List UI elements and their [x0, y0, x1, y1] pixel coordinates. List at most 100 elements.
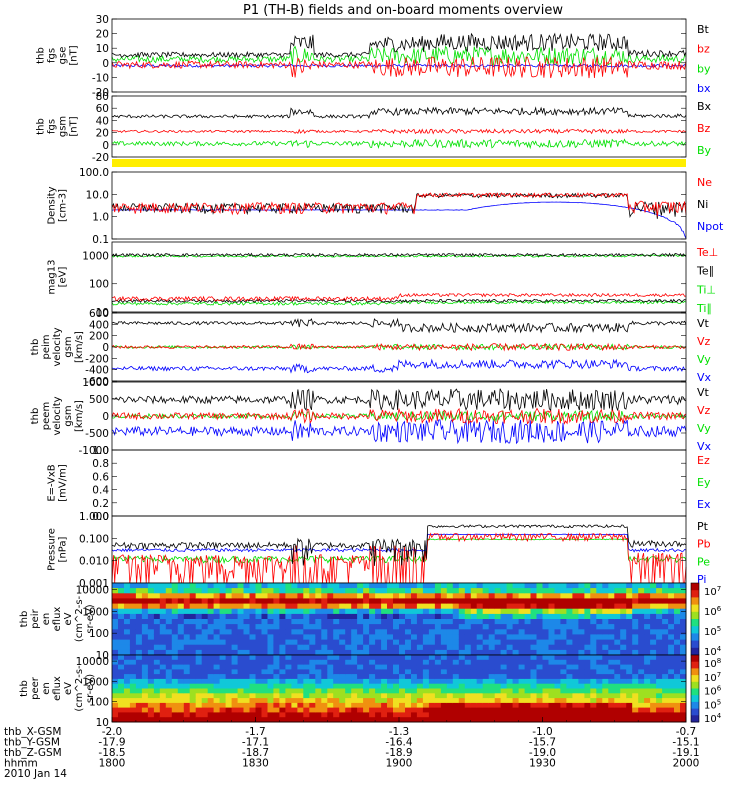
spec-cell [411, 629, 418, 635]
spec-cell [560, 702, 567, 709]
spec-cell [135, 639, 143, 646]
spec-cell [620, 629, 627, 635]
spec-cell [375, 669, 382, 675]
y-tick-label: 0 [102, 58, 109, 70]
spec-cell [512, 649, 520, 656]
spec-cell [339, 588, 346, 594]
spec-cell [614, 619, 621, 625]
legend-label: Ti∥ [696, 302, 712, 315]
spec-cell [428, 603, 436, 610]
spec-cell [141, 629, 149, 635]
spec-cell [518, 613, 526, 620]
spec-cell [536, 639, 543, 646]
spec-cell [237, 659, 245, 666]
spec-cell [351, 688, 358, 694]
spec-cell [321, 674, 328, 680]
spec-cell [303, 688, 310, 694]
spec-cell [291, 624, 298, 630]
spec-cell [578, 688, 585, 694]
spec-cell [201, 603, 209, 610]
spec-cell [476, 659, 484, 666]
spec-cell [303, 593, 310, 599]
spec-cell [267, 669, 274, 675]
spec-cell [339, 702, 346, 709]
spec-cell [357, 678, 364, 685]
spec-cell [112, 693, 119, 699]
spec-cell [363, 693, 370, 699]
spec-cell [422, 717, 430, 723]
spec-cell [399, 639, 406, 646]
spec-cell [177, 624, 185, 630]
spec-cell [309, 583, 316, 589]
spec-cell [309, 588, 316, 594]
spec-cell [662, 659, 669, 666]
spec-cell [351, 598, 358, 604]
spec-cell [662, 608, 669, 615]
spec-cell [381, 702, 388, 709]
spec-cell [464, 683, 472, 689]
spec-cell [393, 717, 400, 723]
spec-cell [255, 712, 262, 718]
spec-cell [506, 678, 514, 685]
spec-cell [464, 583, 472, 589]
spec-cell [339, 583, 346, 589]
spec-cell [249, 598, 256, 604]
spec-cell [141, 683, 149, 689]
spec-cell [345, 688, 352, 694]
spec-cell [124, 603, 131, 610]
spec-cell [315, 683, 322, 689]
spec-cell [369, 669, 376, 675]
spec-cell [309, 608, 316, 615]
spec-cell [458, 688, 466, 694]
spec-cell [602, 613, 609, 620]
spec-cell [357, 613, 364, 620]
y-axis-label: (cm^2-s- [74, 595, 85, 642]
spec-cell [608, 669, 615, 675]
spec-cell [153, 634, 161, 640]
spec-cell [315, 619, 322, 625]
spec-cell [195, 649, 203, 656]
colorbar-tick-label: 108 [704, 657, 721, 670]
spec-cell [327, 603, 334, 610]
spec-cell [488, 664, 496, 670]
spec-cell [428, 674, 436, 680]
spec-cell [428, 693, 436, 699]
spec-cell [159, 702, 167, 709]
spec-cell [476, 624, 484, 630]
spec-cell [279, 707, 286, 713]
spec-cell [231, 669, 239, 675]
spec-cell [231, 693, 239, 699]
spec-cell [644, 693, 651, 699]
spec-cell [183, 683, 191, 689]
spec-cell [668, 593, 675, 599]
spec-cell [428, 613, 436, 620]
spec-cell [129, 717, 137, 723]
spec-cell [536, 702, 543, 709]
spec-cell [668, 583, 675, 589]
y-axis-label: [km/s] [74, 400, 85, 432]
spec-cell [249, 634, 256, 640]
spec-cell [201, 693, 209, 699]
spec-cell [620, 593, 627, 599]
spec-cell [321, 717, 328, 723]
spec-cell [644, 603, 651, 610]
spec-cell [638, 678, 645, 685]
spec-cell [147, 674, 155, 680]
spec-cell [273, 683, 280, 689]
spec-cell [422, 688, 430, 694]
spec-cell [470, 634, 478, 640]
y-tick-label: -1000 [78, 445, 109, 457]
spec-cell [470, 603, 478, 610]
spec-cell [303, 664, 310, 670]
spec-cell [668, 634, 675, 640]
spec-cell [399, 624, 406, 630]
spec-cell [680, 624, 687, 630]
spec-cell [416, 702, 424, 709]
spec-cell [470, 644, 478, 651]
spec-cell [578, 655, 585, 661]
spec-cell [428, 717, 436, 723]
spec-cell [333, 712, 340, 718]
spec-cell [375, 603, 382, 610]
spec-cell [446, 707, 454, 713]
